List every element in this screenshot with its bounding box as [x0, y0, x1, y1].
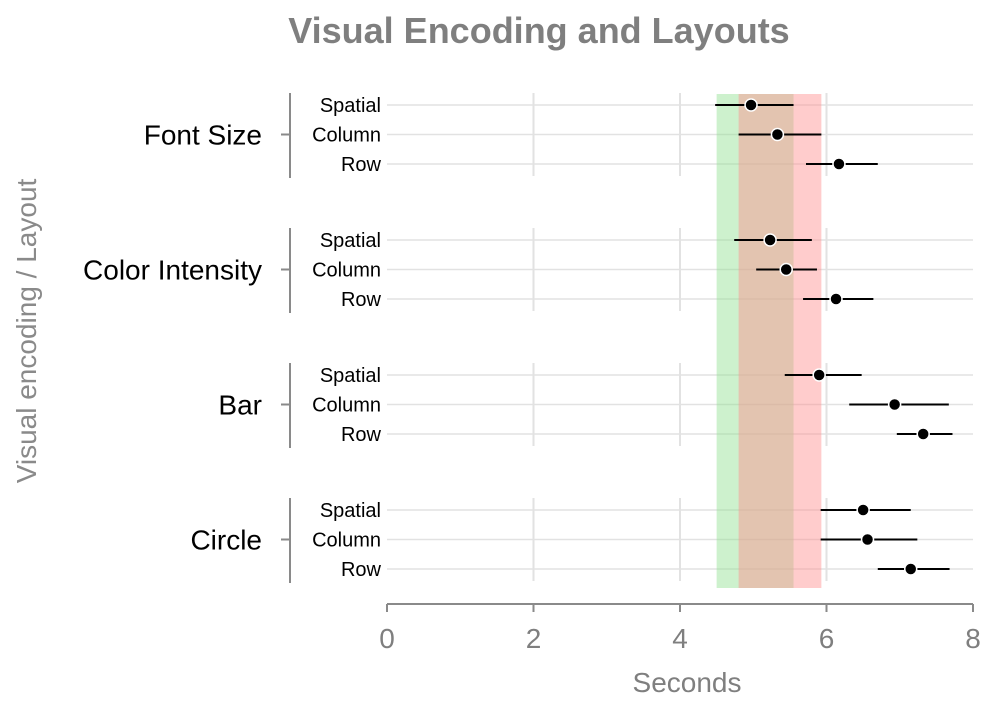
- reference-band-green: [716, 94, 794, 588]
- mean-point: [856, 503, 870, 517]
- group-label: Circle: [190, 525, 262, 556]
- mean-point: [832, 157, 846, 171]
- group-label: Font Size: [144, 120, 262, 151]
- mean-point: [770, 127, 785, 142]
- layout-label: Spatial: [320, 230, 381, 252]
- x-tick-label: 6: [819, 623, 835, 654]
- mean-point: [860, 532, 875, 547]
- reference-bands: [716, 94, 822, 588]
- group-label: Bar: [218, 390, 262, 421]
- layout-label: Spatial: [320, 500, 381, 522]
- layout-label: Row: [341, 289, 382, 311]
- layout-label: Row: [341, 424, 382, 446]
- chart-title: Visual Encoding and Layouts: [288, 10, 789, 51]
- layout-label: Column: [312, 125, 381, 147]
- layout-label: Row: [341, 154, 382, 176]
- mean-point: [763, 233, 777, 247]
- reference-band-red: [738, 94, 822, 588]
- mean-point: [887, 397, 902, 412]
- category-labels: Font Size Spatial Column Row Color Intensity…: [83, 93, 382, 583]
- x-axis-label: Seconds: [633, 667, 742, 698]
- x-tick-label: 2: [526, 623, 542, 654]
- x-tick-label: 8: [965, 623, 981, 654]
- grid: [387, 93, 973, 581]
- layout-label: Column: [312, 260, 381, 282]
- mean-point: [779, 262, 793, 277]
- layout-label: Column: [312, 395, 381, 417]
- data-marks: [715, 98, 953, 576]
- group-label: Color Intensity: [83, 255, 262, 286]
- mean-point: [829, 292, 843, 306]
- layout-label: Spatial: [320, 365, 381, 387]
- mean-point: [916, 427, 930, 441]
- mean-point: [744, 98, 758, 112]
- layout-label: Column: [312, 530, 381, 552]
- axes: 0 2 4 6 8: [379, 603, 981, 654]
- mean-point: [812, 368, 826, 382]
- layout-label: Row: [341, 559, 382, 581]
- mean-point: [903, 562, 918, 576]
- x-tick-label: 0: [379, 623, 395, 654]
- layout-label: Spatial: [320, 95, 381, 117]
- y-axis-label: Visual encoding / Layout: [11, 178, 42, 483]
- x-tick-label: 4: [672, 623, 688, 654]
